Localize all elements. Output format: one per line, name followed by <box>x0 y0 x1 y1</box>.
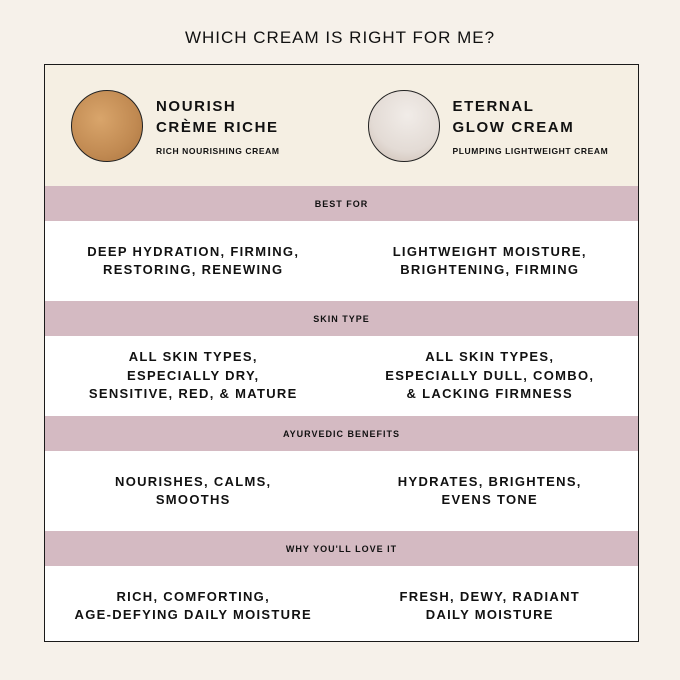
table-cell: DEEP HYDRATION, FIRMING, RESTORING, RENE… <box>87 243 300 278</box>
section-label: SKIN TYPE <box>45 301 638 336</box>
table-cell: ALL SKIN TYPES, ESPECIALLY DRY, SENSITIV… <box>88 349 298 402</box>
comparison-table: NOURISH CRÈME RICHE RICH NOURISHING CREA… <box>44 64 639 642</box>
table-cell: LIGHTWEIGHT MOISTURE, BRIGHTENING, FIRMI… <box>392 243 587 278</box>
table-cell: HYDRATES, BRIGHTENS, EVENS TONE <box>397 473 582 508</box>
table-cell: FRESH, DEWY, RADIANT DAILY MOISTURE <box>399 588 581 623</box>
product-subtitle: PLUMPING LIGHTWEIGHT CREAM <box>452 145 609 156</box>
table-cell: ALL SKIN TYPES, ESPECIALLY DULL, COMBO, … <box>385 349 595 402</box>
table-cell: NOURISHES, CALMS, SMOOTHS <box>115 473 272 508</box>
section-label: WHY YOU'LL LOVE IT <box>45 531 638 566</box>
product-header: NOURISH CRÈME RICHE RICH NOURISHING CREA… <box>45 65 638 186</box>
product-name: NOURISH <box>156 97 237 115</box>
product-subtitle: RICH NOURISHING CREAM <box>156 145 280 156</box>
table-row: DEEP HYDRATION, FIRMING, RESTORING, RENE… <box>45 221 638 301</box>
table-row: RICH, COMFORTING, AGE-DEFYING DAILY MOIS… <box>45 566 638 646</box>
product-name: CRÈME RICHE <box>156 118 279 136</box>
product-name: GLOW CREAM <box>452 118 575 136</box>
table-row: ALL SKIN TYPES, ESPECIALLY DRY, SENSITIV… <box>45 336 638 416</box>
section-label: BEST FOR <box>45 186 638 221</box>
table-row: NOURISHES, CALMS, SMOOTHS HYDRATES, BRIG… <box>45 451 638 531</box>
product-name: ETERNAL <box>452 97 535 115</box>
section-label: AYURVEDIC BENEFITS <box>45 416 638 451</box>
product-eternal: ETERNAL GLOW CREAM PLUMPING LIGHTWEIGHT … <box>342 65 639 186</box>
product-nourish: NOURISH CRÈME RICHE RICH NOURISHING CREA… <box>45 65 342 186</box>
cream-swatch-image <box>367 89 440 162</box>
page-title: WHICH CREAM IS RIGHT FOR ME? <box>184 28 496 47</box>
table-cell: RICH, COMFORTING, AGE-DEFYING DAILY MOIS… <box>74 588 312 623</box>
cream-swatch-image <box>71 89 143 162</box>
